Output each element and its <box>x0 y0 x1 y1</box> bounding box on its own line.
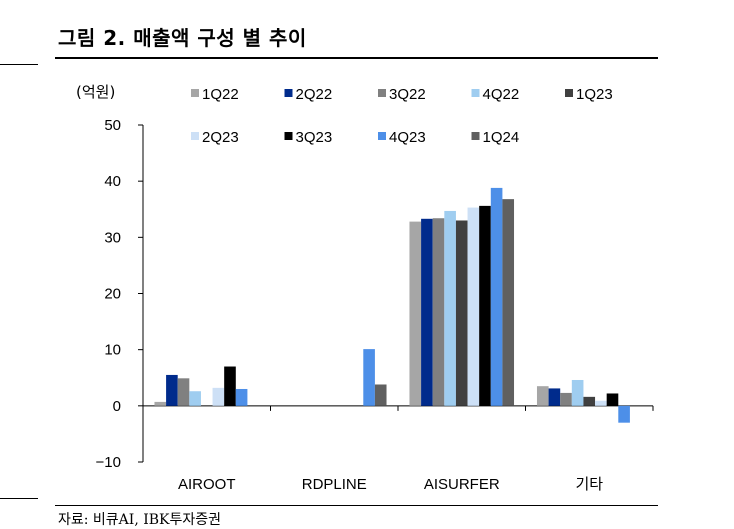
x-category-label: RDPLINE <box>302 476 367 493</box>
bars <box>154 187 630 423</box>
bar-1q22 <box>154 401 167 406</box>
y-tick-label: −10 <box>96 454 121 471</box>
legend-label: 1Q23 <box>576 86 613 103</box>
legend: 1Q22 2Q22 3Q22 4Q22 1Q23 2Q23 3Q23 4Q23 1Q24 <box>191 86 613 146</box>
x-category-label: AISURFER <box>424 476 500 493</box>
legend-label: 1Q22 <box>202 86 239 103</box>
bar-4q22 <box>444 210 456 406</box>
y-tick-label: 50 <box>104 117 121 134</box>
bar-3q23 <box>606 393 619 406</box>
x-category-label: AIROOT <box>178 476 236 493</box>
legend-swatch <box>471 132 480 140</box>
bar-2q23 <box>467 207 480 406</box>
legend-label: 4Q22 <box>483 86 520 103</box>
y-tick-label: 0 <box>113 398 121 415</box>
legend-swatch <box>471 89 480 97</box>
bar-2q23 <box>212 387 225 406</box>
y-tick-label: 20 <box>104 286 121 303</box>
legend-label: 3Q22 <box>389 86 426 103</box>
bar-4q22 <box>571 379 584 406</box>
margin-mark-top <box>0 64 38 65</box>
y-tick-label: 40 <box>104 173 121 190</box>
bar-3q22 <box>432 218 445 406</box>
legend-swatch <box>284 89 293 97</box>
bar-4q22 <box>189 391 201 406</box>
bar-2q23 <box>595 400 607 406</box>
bar-1q24 <box>374 384 387 406</box>
legend-swatch <box>191 89 199 97</box>
bar-1q24 <box>502 199 515 406</box>
y-tick-label: 30 <box>104 229 121 246</box>
bar-3q23 <box>224 366 236 406</box>
legend-label: 2Q23 <box>202 129 239 146</box>
legend-swatch <box>284 132 293 140</box>
legend-label: 4Q23 <box>389 129 426 146</box>
bar-2q22 <box>166 374 178 406</box>
bar-1q22 <box>536 386 549 406</box>
bar-1q23 <box>583 396 596 406</box>
bar-1q22 <box>409 221 422 406</box>
x-category-label: 기타 <box>575 476 603 493</box>
axes: −10 0 10 20 30 40 50 AIROOT RDPLINE AISURFER 기타 <box>96 117 654 493</box>
source-note: 자료: 비큐AI, IBK투자증권 <box>58 512 222 528</box>
bar-3q23 <box>479 205 491 406</box>
bar-3q22 <box>560 392 572 406</box>
y-tick-label: 10 <box>104 342 121 359</box>
legend-swatch <box>378 132 386 140</box>
bar-1q23 <box>455 220 468 406</box>
legend-label: 3Q23 <box>296 129 333 146</box>
legend-swatch <box>565 89 573 97</box>
margin-mark-bottom <box>0 498 38 499</box>
bar-4q23 <box>618 405 630 423</box>
legend-swatch <box>378 89 386 97</box>
legend-label: 2Q22 <box>296 86 333 103</box>
source-rule <box>55 505 658 506</box>
legend-swatch <box>191 132 199 140</box>
chart-title: 그림 2. 매출액 구성 별 추이 <box>58 26 307 50</box>
bar-2q22 <box>421 218 433 406</box>
bar-4q23 <box>490 187 503 406</box>
bar-2q22 <box>548 388 561 406</box>
bar-4q23 <box>363 349 375 406</box>
bar-3q22 <box>177 378 190 406</box>
bar-4q23 <box>235 388 248 406</box>
unit-label: (억원) <box>76 83 115 101</box>
legend-label: 1Q24 <box>483 129 520 146</box>
title-rule <box>55 57 658 59</box>
